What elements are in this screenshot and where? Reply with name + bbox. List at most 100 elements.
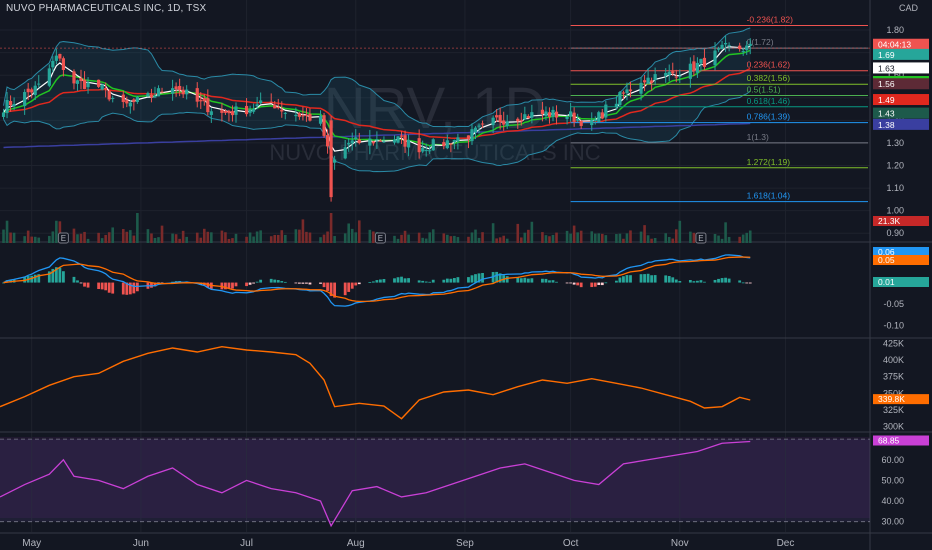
macd-hist-bar — [452, 278, 456, 283]
volume-bar — [421, 237, 424, 243]
macd-hist-bar — [696, 280, 699, 283]
macd-hist-bar — [738, 280, 742, 283]
macd-hist-bar — [248, 282, 252, 285]
macd-hist-bar — [622, 276, 625, 283]
volume-bar — [146, 229, 150, 243]
volume-bar — [491, 223, 495, 243]
candle-body — [748, 43, 752, 47]
macd-hist-bar — [674, 279, 678, 283]
rsi-tag — [873, 435, 929, 446]
volume-bar — [248, 232, 252, 243]
volume-bar — [548, 236, 551, 243]
volume-bar — [136, 213, 139, 243]
volume-bar — [498, 237, 502, 243]
volume-bar — [357, 220, 361, 243]
macd-hist-bar — [653, 275, 657, 283]
macd-tick-label: -0.10 — [883, 320, 904, 330]
macd-hist-bar — [322, 282, 326, 288]
macd-hist-bar — [121, 282, 125, 295]
volume-bar — [171, 233, 174, 243]
candle-body — [255, 104, 259, 107]
candle-body — [702, 57, 707, 67]
candle-body — [75, 80, 80, 84]
candle-body — [121, 94, 125, 103]
macd-hist-bar — [442, 279, 446, 283]
price-tick-label: 1.80 — [886, 25, 904, 35]
candle-body — [269, 101, 273, 103]
volume-bar — [245, 236, 248, 243]
candle-body — [54, 55, 58, 61]
volume-bar — [446, 234, 449, 243]
candle-body — [431, 139, 435, 151]
volume-bar — [23, 236, 26, 243]
candle-body — [26, 88, 30, 93]
price-tag-text: 1.69 — [878, 50, 895, 60]
obv-tick-label: 350K — [883, 388, 904, 398]
volume-bar — [234, 233, 238, 243]
macd-hist-bar — [748, 282, 752, 284]
volume-bar — [516, 223, 520, 243]
volume-bar — [597, 233, 601, 243]
candle-body — [178, 85, 182, 91]
volume-bar — [185, 236, 188, 243]
volume-bar — [174, 234, 178, 243]
candle-body — [519, 120, 523, 122]
macd-hist-bar — [375, 280, 379, 283]
macd-hist-bar — [104, 282, 108, 291]
candle-body — [428, 150, 432, 152]
candle-body — [639, 82, 643, 94]
candle-body — [202, 98, 206, 102]
macd-hist-bar — [477, 273, 481, 283]
macd-hist-bar — [97, 282, 101, 290]
macd-hist-bar — [629, 275, 632, 283]
volume-bar — [629, 230, 632, 243]
candle-body — [650, 80, 654, 83]
volume-bar — [30, 236, 34, 243]
macd-hist-bar — [347, 282, 351, 292]
candle-body — [516, 118, 520, 122]
candle-body — [445, 140, 449, 149]
fib-level-label: 0.618(1.46) — [747, 96, 791, 106]
volume-bar — [555, 232, 558, 243]
macd-hist-bar — [572, 282, 576, 285]
volume-bar — [33, 236, 37, 243]
volume-bar — [639, 231, 643, 243]
macd-hist-bar — [551, 280, 555, 283]
macd-hist-bar — [717, 278, 720, 283]
candle-body — [294, 114, 298, 117]
candle-body — [695, 62, 700, 73]
macd-hist-bar — [382, 279, 386, 283]
macd-hist-bar — [555, 281, 558, 283]
volume-bar — [615, 234, 618, 243]
macd-hist-bar — [206, 282, 210, 288]
volume-bar — [565, 230, 569, 243]
candle-body — [252, 108, 256, 112]
volume-bar — [252, 236, 255, 243]
candle-body — [456, 137, 460, 142]
macd-hist-bar — [403, 278, 407, 283]
candle-body — [565, 116, 569, 119]
candle-body — [33, 85, 37, 95]
candle-body — [23, 92, 27, 107]
volume-bar — [150, 233, 153, 243]
earnings-marker-text: E — [61, 234, 66, 243]
x-tick-label: May — [22, 538, 41, 549]
rsi-fill — [0, 439, 870, 522]
macd-hist-bar — [667, 276, 671, 283]
volume-bar — [442, 233, 446, 243]
macd-hist-bar — [2, 282, 5, 284]
volume-bar — [590, 231, 594, 243]
volume-bar — [276, 234, 280, 243]
candle-body — [248, 109, 252, 113]
macd-hist-bar — [252, 282, 256, 284]
candle-body — [125, 100, 129, 104]
macd-hist-bar — [357, 282, 361, 285]
candle-body — [392, 139, 397, 143]
price-tick-label: 1.60 — [886, 70, 904, 80]
fib-level-label: -0.236(1.82) — [747, 15, 793, 25]
volume-bar — [220, 230, 224, 243]
macd-hist-bar — [664, 275, 668, 283]
macd-hist-bar — [224, 282, 227, 290]
